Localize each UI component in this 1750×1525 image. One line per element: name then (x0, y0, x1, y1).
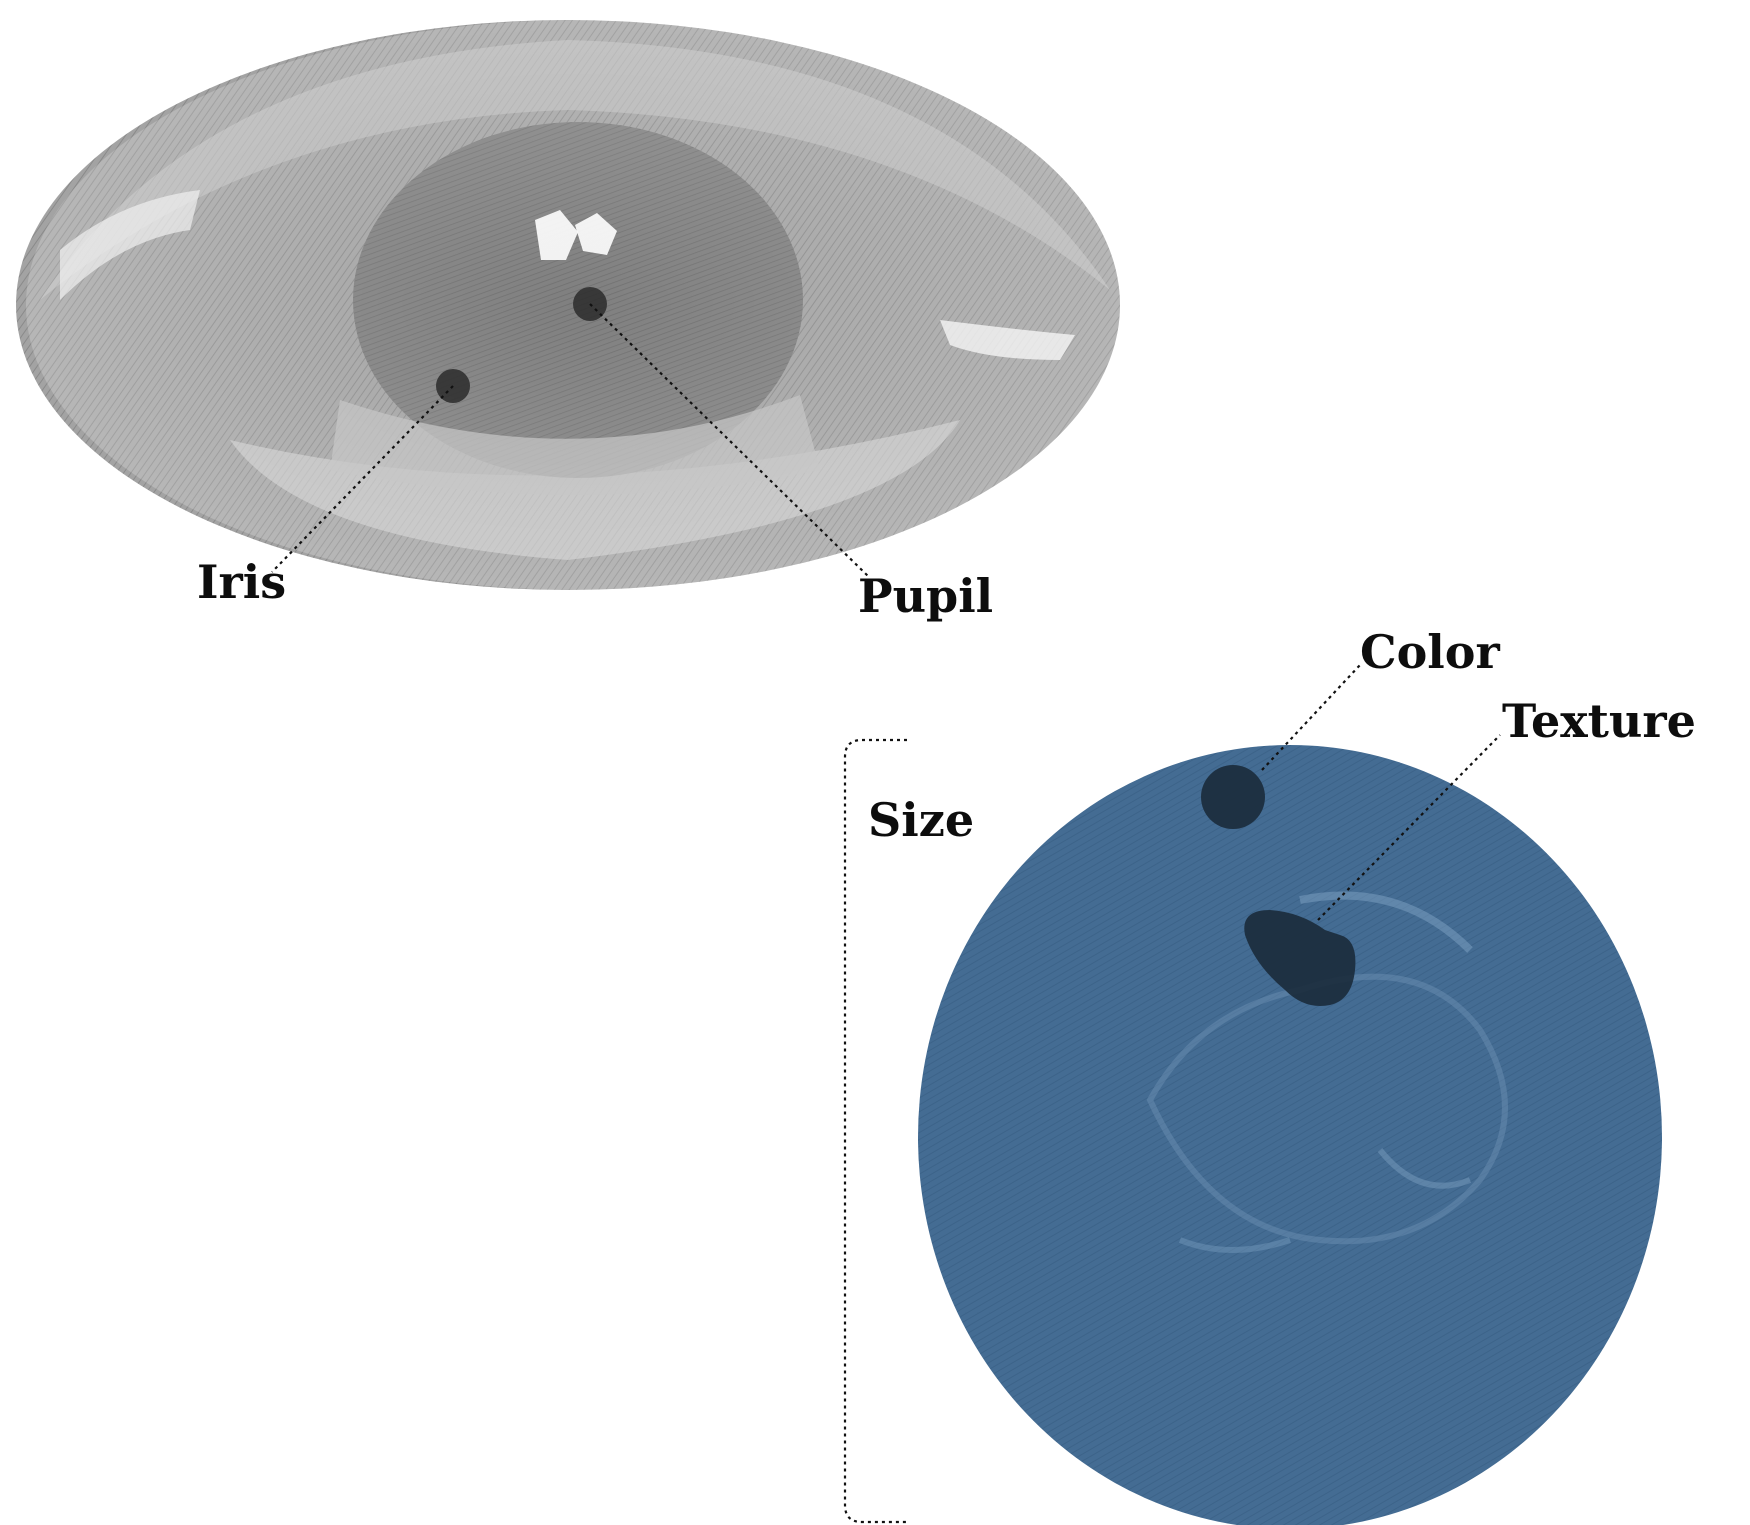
texture-leader-line (1317, 734, 1501, 921)
iris-disk-illustration (918, 745, 1662, 1525)
pupil-leader-line (589, 303, 871, 579)
iris-label: Iris (197, 555, 286, 609)
eye-illustration (16, 20, 1120, 590)
color-marker-dot (1201, 765, 1265, 829)
color-leader-line (1261, 664, 1361, 771)
pupil-label: Pupil (858, 569, 993, 623)
texture-label: Texture (1502, 694, 1696, 748)
size-bracket (843, 738, 907, 1524)
color-label: Color (1360, 625, 1500, 679)
size-label: Size (868, 793, 974, 847)
texture-marker-blob (1244, 910, 1356, 1006)
iris-leader-line (271, 385, 454, 573)
iris-disk (918, 745, 1662, 1525)
